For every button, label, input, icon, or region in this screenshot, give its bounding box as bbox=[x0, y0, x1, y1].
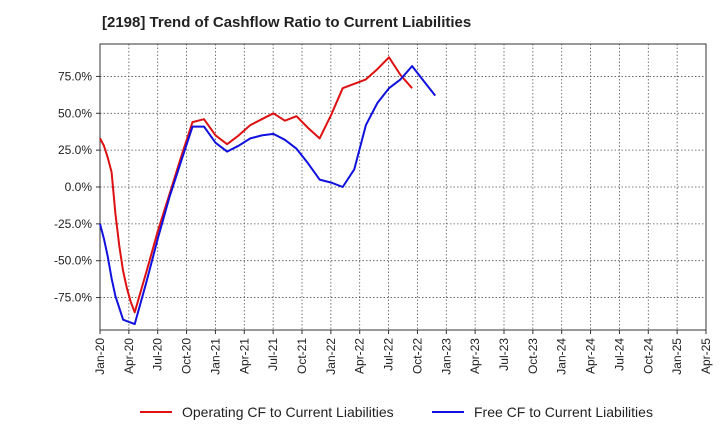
x-tick-label: Apr-21 bbox=[237, 338, 251, 374]
y-tick-label: 0.0% bbox=[65, 180, 93, 194]
x-tick-label: Apr-25 bbox=[699, 338, 713, 374]
legend-item-operating-cf: Operating CF to Current Liabilities bbox=[140, 404, 394, 420]
x-tick-label: Jan-25 bbox=[670, 338, 684, 375]
legend-item-free-cf: Free CF to Current Liabilities bbox=[432, 404, 653, 420]
x-tick-label: Apr-22 bbox=[353, 338, 367, 374]
legend-label-operating-cf: Operating CF to Current Liabilities bbox=[182, 404, 394, 420]
x-tick-label: Oct-20 bbox=[180, 338, 194, 374]
x-tick-label: Apr-24 bbox=[584, 338, 598, 374]
x-tick-label: Jan-22 bbox=[324, 338, 338, 375]
y-tick-label: -25.0% bbox=[54, 217, 92, 231]
x-tick-label: Jul-22 bbox=[382, 338, 396, 371]
x-tick-label: Jul-24 bbox=[612, 338, 626, 371]
axes bbox=[96, 43, 707, 334]
x-tick-label: Jul-23 bbox=[497, 338, 511, 371]
y-tick-label: -50.0% bbox=[54, 254, 92, 268]
x-tick-label: Jan-24 bbox=[555, 338, 569, 375]
grid-lines bbox=[99, 44, 707, 330]
y-tick-label: -75.0% bbox=[54, 291, 92, 305]
plot-frame bbox=[99, 43, 707, 331]
legend-swatch-operating-cf bbox=[140, 411, 172, 413]
chart-title: [2198] Trend of Cashflow Ratio to Curren… bbox=[102, 14, 472, 31]
x-tick-label: Jan-23 bbox=[439, 338, 453, 375]
x-tick-label: Oct-22 bbox=[410, 338, 424, 374]
series-line-free-cf bbox=[99, 65, 436, 326]
x-tick-label: Jan-21 bbox=[208, 338, 222, 375]
x-tick-label: Apr-20 bbox=[122, 338, 136, 374]
x-tick-label: Jul-20 bbox=[151, 338, 165, 371]
x-tick-label: Oct-21 bbox=[295, 338, 309, 374]
tick-labels: Jan-20 Apr-20 Jul-20 Oct-20 Jan-21 Apr-21 Jul-… bbox=[54, 69, 713, 374]
legend-swatch-free-cf bbox=[432, 411, 464, 413]
x-tick-label: Oct-23 bbox=[526, 338, 540, 374]
series-line-operating-cf bbox=[99, 56, 413, 314]
x-tick-label: Apr-23 bbox=[468, 338, 482, 374]
legend-label-free-cf: Free CF to Current Liabilities bbox=[474, 404, 653, 420]
x-tick-label: Jul-21 bbox=[266, 338, 280, 371]
x-tick-label: Jan-20 bbox=[93, 338, 107, 375]
y-tick-label: 25.0% bbox=[58, 143, 92, 157]
series-lines bbox=[99, 56, 436, 326]
x-tick-label: Oct-24 bbox=[641, 338, 655, 374]
y-tick-label: 75.0% bbox=[58, 69, 92, 83]
y-tick-label: 50.0% bbox=[58, 106, 92, 120]
